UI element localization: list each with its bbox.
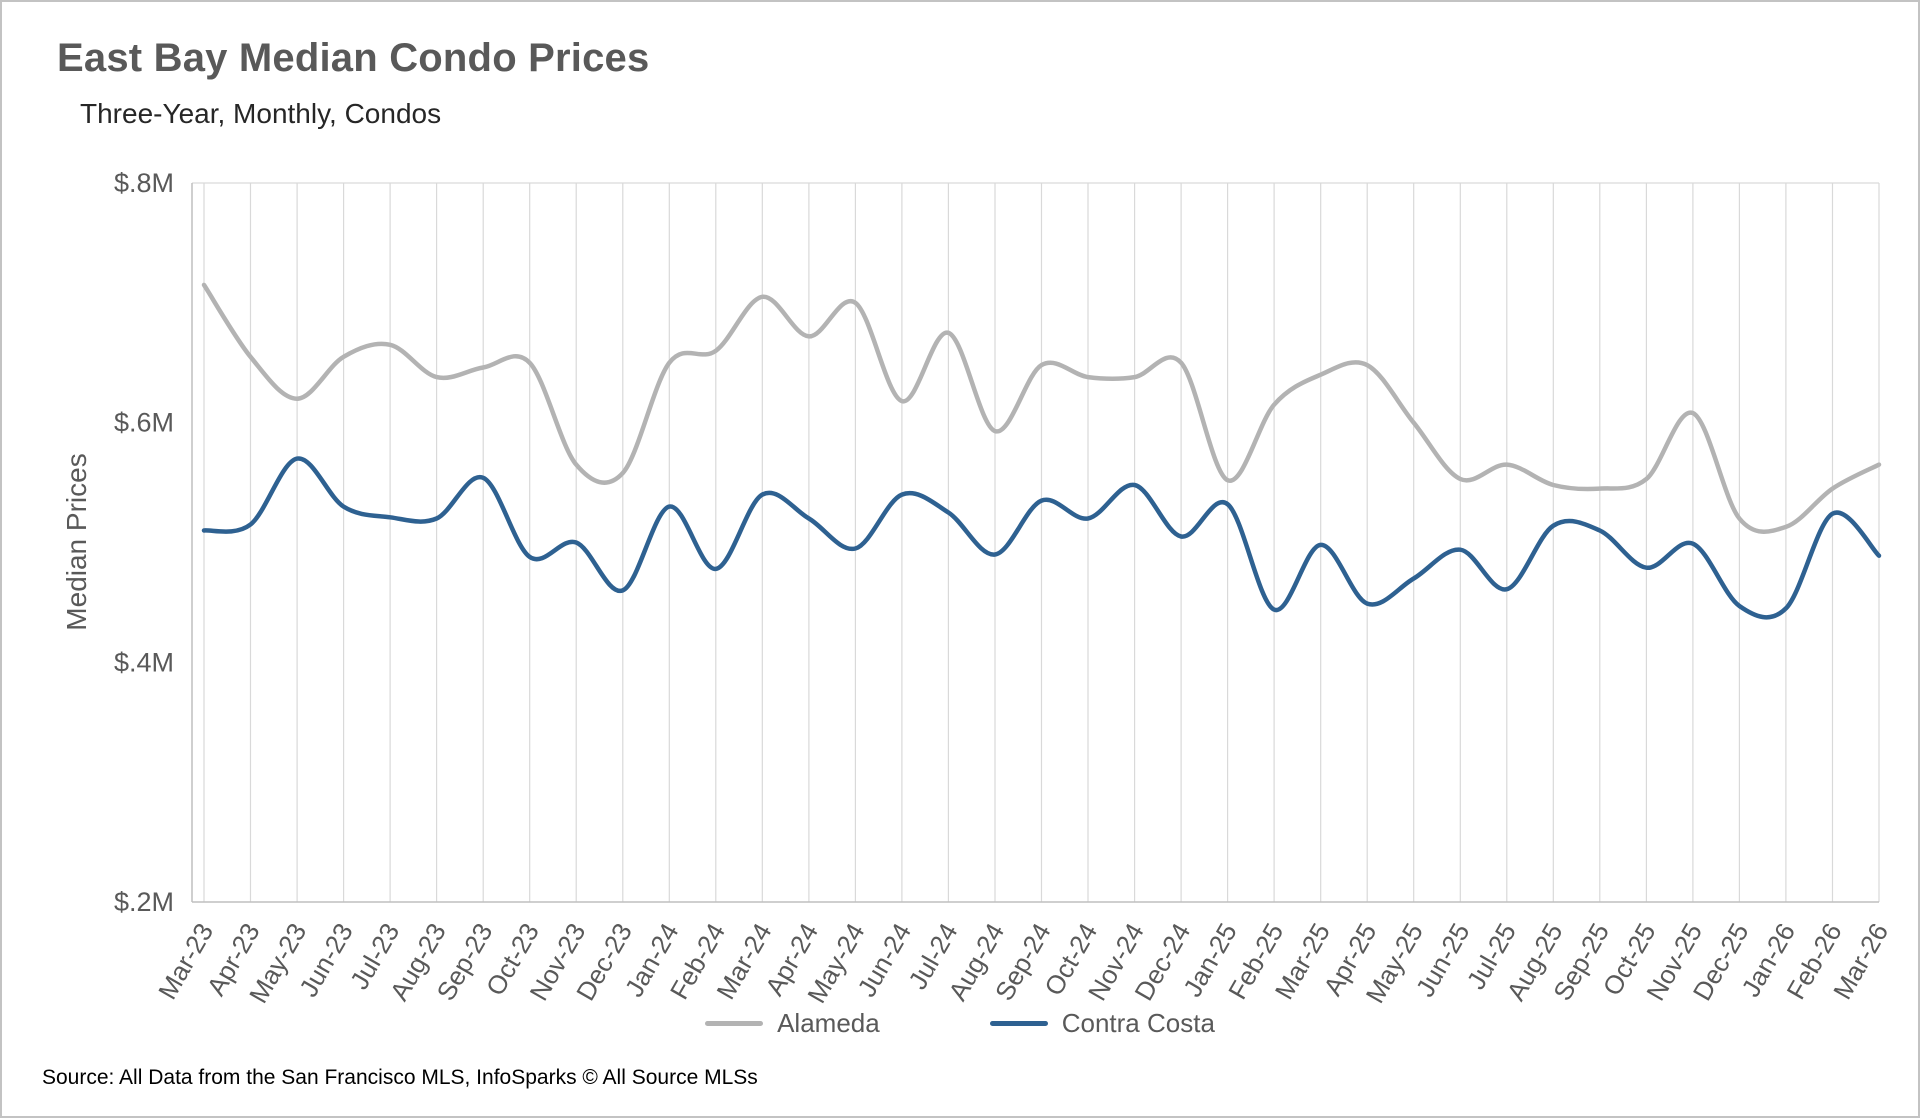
alameda-series-line <box>201 282 1882 534</box>
source-note: Source: All Data from the San Francisco … <box>42 1066 758 1089</box>
x-axis-tick-labels: Mar-23Apr-23May-23Jun-23Jul-23Aug-23Sep-… <box>152 918 1894 1008</box>
legend-item-contra-costa: Contra Costa <box>989 1008 1215 1039</box>
y-tick-label: $.6M <box>114 408 174 438</box>
page-title: East Bay Median Condo Prices <box>57 36 650 80</box>
legend-label-alameda: Alameda <box>777 1008 880 1038</box>
y-axis-tick-labels: $.2M $.4M $.6M $.8M <box>114 168 174 917</box>
y-tick-label: $.8M <box>114 168 174 198</box>
y-tick-label: $.4M <box>114 647 174 677</box>
page-subtitle: Three-Year, Monthly, Condos <box>80 98 442 129</box>
legend-item-alameda: Alameda <box>705 1008 880 1039</box>
alameda-line-swatch <box>705 1021 764 1026</box>
legend-label-contra-costa: Contra Costa <box>1061 1008 1215 1038</box>
contra-costa-series-line <box>201 456 1882 620</box>
contra-costa-line-swatch <box>989 1021 1048 1026</box>
y-axis-title: Median Prices <box>61 453 92 630</box>
series-lines <box>201 282 1882 620</box>
gridlines <box>191 182 1880 903</box>
y-tick-label: $.2M <box>114 887 174 917</box>
legend: Alameda Contra Costa <box>2 1008 1918 1039</box>
